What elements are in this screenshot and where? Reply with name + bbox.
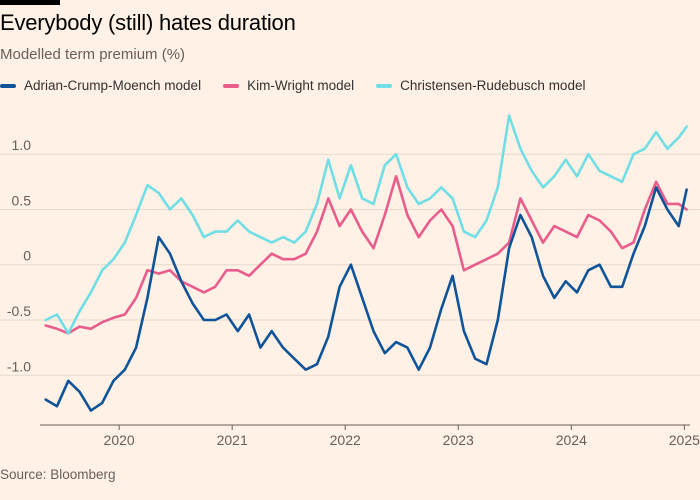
chart-subtitle: Modelled term premium (%) xyxy=(0,46,186,63)
chart-legend: Adrian-Crump-Moench model Kim-Wright mod… xyxy=(0,78,607,93)
legend-swatch-cr xyxy=(376,83,393,88)
brand-bar xyxy=(0,0,60,5)
legend-item-cr: Christensen-Rudebusch model xyxy=(376,78,585,93)
chart-title: Everybody (still) hates duration xyxy=(0,10,296,35)
axis-layer: 1.0 0.5 0 -0.5 -1.0 2020 2021 2022 2023 2024 2025 xyxy=(7,137,700,448)
x-tick-label: 2021 xyxy=(217,432,248,448)
legend-item-kw: Kim-Wright model xyxy=(223,78,354,93)
x-tick-label: 2020 xyxy=(104,432,135,448)
y-tick-label: 0 xyxy=(23,248,31,264)
legend-swatch-acm xyxy=(0,83,16,88)
x-tick-label: 2025 xyxy=(669,432,700,448)
series-line-acm xyxy=(44,186,688,412)
series-line-cr xyxy=(44,114,688,335)
series-layer xyxy=(44,114,688,412)
source-note: Source: Bloomberg xyxy=(0,467,116,482)
legend-item-acm: Adrian-Crump-Moench model xyxy=(0,78,201,93)
legend-label-acm: Adrian-Crump-Moench model xyxy=(24,78,202,93)
x-tick-label: 2024 xyxy=(556,432,587,448)
y-tick-label: 1.0 xyxy=(12,137,32,153)
legend-label-kw: Kim-Wright model xyxy=(247,78,355,93)
x-tick-label: 2023 xyxy=(443,432,474,448)
y-tick-label: 0.5 xyxy=(12,192,32,208)
x-tick-label: 2022 xyxy=(330,432,361,448)
y-tick-label: -1.0 xyxy=(7,358,31,374)
legend-label-cr: Christensen-Rudebusch model xyxy=(400,78,586,93)
legend-swatch-kw xyxy=(223,83,240,88)
y-tick-label: -0.5 xyxy=(7,303,31,319)
